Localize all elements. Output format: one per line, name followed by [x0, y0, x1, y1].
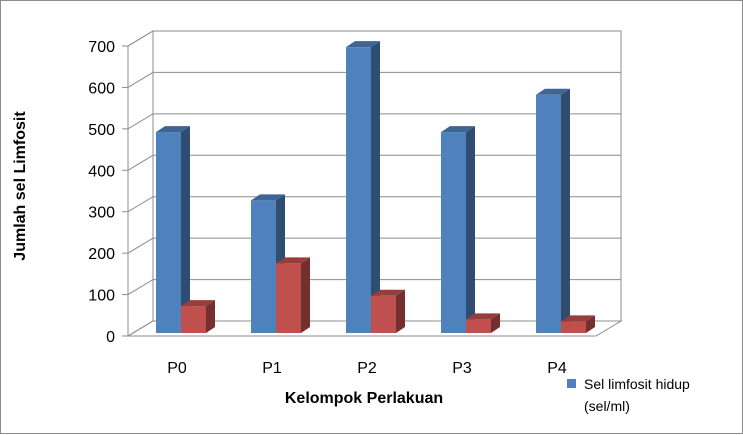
bar-top: [251, 194, 285, 201]
bar-top: [536, 88, 570, 95]
bar-top: [371, 289, 405, 296]
x-axis-title: Kelompok Perlakuan: [285, 390, 443, 407]
gridline: [127, 71, 621, 88]
bar-side: [206, 300, 215, 333]
gridline: [127, 113, 621, 130]
bar-front: [346, 47, 371, 334]
y-tick-label: 0: [106, 329, 115, 346]
x-tick-label: P0: [167, 360, 187, 377]
legend-label-line1: Sel limfosit hidup: [584, 376, 690, 392]
bar-side: [466, 126, 475, 333]
bar-p1-series-2: [276, 257, 310, 333]
bar-top: [156, 126, 190, 133]
y-tick-label: 300: [88, 205, 115, 222]
bar-front: [371, 295, 396, 333]
bar-p0-series-1: [156, 126, 190, 333]
x-tick-label: P3: [452, 360, 472, 377]
bar-side: [396, 289, 405, 333]
x-tick-label: P1: [262, 360, 282, 377]
bar-p2-series-1: [346, 41, 380, 334]
bars: [156, 41, 595, 334]
x-axis-ticks: P0 P1 P2 P3 P4: [167, 360, 567, 377]
bar-side: [181, 126, 190, 333]
bar-top: [276, 257, 310, 264]
bar-top: [181, 300, 215, 307]
bar-front: [466, 319, 491, 333]
bar-front: [561, 321, 586, 333]
x-tick-label: P4: [547, 360, 567, 377]
legend: Sel limfosit hidup (sel/ml): [567, 376, 690, 414]
x-tick-label: P2: [357, 360, 377, 377]
bar-front: [441, 132, 466, 333]
bar-side: [371, 41, 380, 334]
gridline: [127, 30, 621, 47]
y-tick-label: 400: [88, 163, 115, 180]
bar-p3-series-1: [441, 126, 475, 333]
side-wall: [127, 30, 154, 337]
bar-front: [251, 200, 276, 333]
bar-front: [536, 94, 561, 333]
y-axis-ticks: 0 100 200 300 400 500 600 700: [88, 39, 115, 346]
y-tick-label: 500: [88, 122, 115, 139]
bar-p4-series-1: [536, 88, 570, 333]
y-tick-label: 200: [88, 246, 115, 263]
y-tick-label: 100: [88, 288, 115, 305]
bar-p4-series-2: [561, 315, 595, 333]
bar-side: [301, 257, 310, 333]
bar-side: [586, 315, 595, 333]
bar-side: [491, 313, 500, 333]
bar-top: [561, 315, 595, 322]
bar-front: [156, 132, 181, 333]
bar-p2-series-2: [371, 289, 405, 333]
legend-label-line2: (sel/ml): [584, 398, 630, 414]
bar-side: [561, 88, 570, 333]
y-axis-title: Jumlah sel Limfosit: [12, 111, 29, 261]
bar-top: [441, 126, 475, 133]
y-tick-label: 700: [88, 39, 115, 56]
bar-front: [181, 306, 206, 333]
bar-front: [276, 263, 301, 333]
bar-top: [346, 41, 380, 48]
legend-swatch-sel-limfosit-hidup: [567, 379, 576, 388]
bar-p3-series-2: [466, 313, 500, 333]
y-tick-label: 600: [88, 80, 115, 97]
bar-top: [466, 313, 500, 320]
bar-p0-series-2: [181, 300, 215, 333]
